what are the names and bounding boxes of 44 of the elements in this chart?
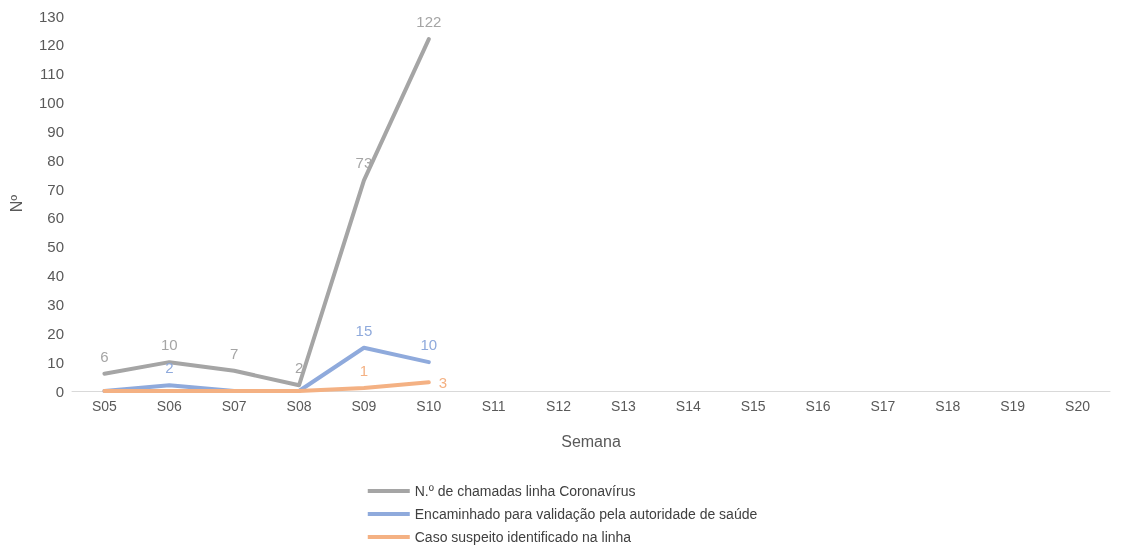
y-tick-label: 110 [40,65,64,83]
x-tick-label: S16 [805,398,831,414]
x-tick-label: S11 [481,398,506,414]
x-tick-label: S06 [156,398,182,414]
y-tick-label: 0 [55,382,64,400]
y-tick-label: 30 [47,295,64,313]
x-tick-label: S05 [91,398,118,414]
data-label: 10 [160,336,178,354]
x-tick-label: S17 [870,398,896,414]
legend-label: N.º de chamadas linha Coronavírus [414,483,636,499]
x-tick-label: S10 [416,398,442,414]
legend-label: Caso suspeito identificado na linha [414,529,632,545]
y-tick-label: 100 [38,94,64,112]
y-tick-label: 130 [38,7,64,25]
data-label: 10 [420,336,438,354]
data-label: 3 [438,373,448,391]
x-tick-label: S14 [675,398,701,414]
data-label: 122 [416,13,442,31]
x-tick-label: S15 [740,398,766,414]
y-tick-label: 40 [47,267,64,285]
x-tick-label: S07 [221,398,247,414]
data-label: 1 [359,362,369,380]
x-tick-label: S13 [610,398,637,414]
y-tick-label: 10 [47,353,64,371]
x-tick-label: S09 [351,398,377,414]
x-axis-title: Semana [561,432,621,450]
x-tick-label: S20 [1065,398,1091,414]
y-tick-label: 120 [38,36,64,54]
y-axis-title: Nº [7,194,25,213]
data-label: 2 [165,359,174,377]
data-label: 15 [355,321,373,339]
y-tick-label: 80 [47,151,64,169]
x-tick-label: S18 [935,398,961,414]
x-tick-label: S12 [546,398,572,414]
y-tick-label: 60 [47,209,64,227]
x-tick-label: S08 [286,398,312,414]
legend-label: Encaminhado para validação pela autoridade de saúde [414,506,758,522]
y-tick-label: 70 [47,180,64,198]
y-tick-label: 90 [47,122,64,140]
y-tick-label: 20 [47,324,64,342]
data-label: 6 [100,347,109,365]
x-tick-label: S19 [1000,398,1026,414]
y-tick-label: 50 [47,238,64,256]
data-label: 7 [230,344,239,362]
